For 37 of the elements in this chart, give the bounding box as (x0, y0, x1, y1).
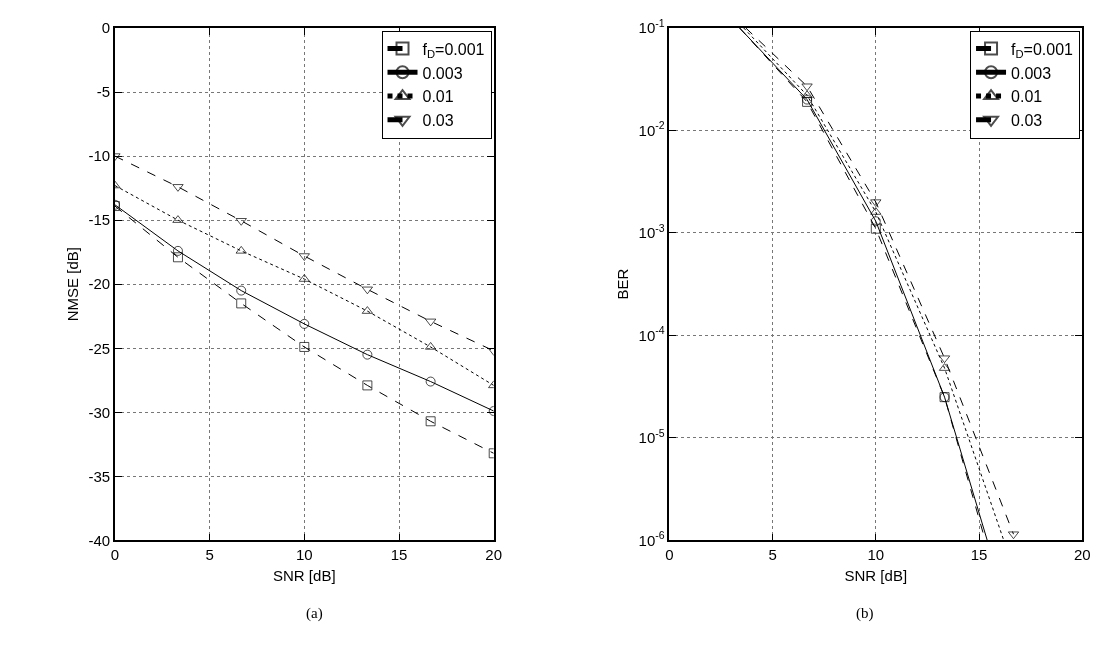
y-tick-label: 10$^{-1}$ (638, 16, 665, 37)
y-tick-label: -15 (88, 211, 111, 229)
legend-label: 0.01 (422, 88, 454, 106)
y-tick-label: -10 (88, 147, 111, 165)
y-tick-label: -20 (88, 275, 111, 293)
y-tick-label: 0 (101, 19, 111, 37)
y-tick-label: 10$^{-2}$ (638, 119, 665, 139)
y-tick-label: 10$^{-4}$ (638, 324, 665, 344)
x-tick-label: 20 (1073, 546, 1091, 564)
x-tick-label: 5 (768, 546, 777, 564)
x-axis-title: SNR [dB] (844, 566, 908, 584)
x-tick-label: 15 (970, 546, 988, 564)
x-tick-label: 10 (295, 546, 313, 564)
legend-label: 0.003 (422, 64, 463, 82)
y-tick-label: -25 (88, 339, 111, 357)
y-axis-title: BER (614, 268, 632, 300)
y-tick-label: 10$^{-6}$ (638, 529, 665, 549)
x-tick-label: 5 (205, 546, 214, 564)
legend-label: 0.03 (422, 112, 454, 130)
y-axis-title: NMSE [dB] (64, 247, 82, 322)
y-tick-label: -30 (88, 403, 111, 421)
legend-label: 0.03 (1011, 112, 1043, 130)
y-tick-label: -40 (88, 531, 111, 549)
x-tick-label: 10 (867, 546, 885, 564)
y-tick-label: 10$^{-3}$ (638, 221, 665, 242)
y-tick-label: 10$^{-5}$ (638, 426, 665, 447)
text: (b) (856, 605, 874, 622)
x-tick-label: 20 (485, 546, 503, 564)
text: (a) (306, 605, 323, 622)
legend-label: 0.01 (1011, 88, 1043, 106)
y-tick-label: -35 (88, 467, 111, 485)
x-tick-label: 15 (390, 546, 408, 564)
legend-label: f$_{D}$=0.001 (1011, 40, 1074, 61)
x-axis-title: SNR [dB] (273, 566, 336, 584)
legend-label: 0.003 (1011, 64, 1052, 82)
legend-label: f$_{D}$=0.001 (422, 40, 485, 61)
y-tick-label: -5 (96, 83, 111, 101)
